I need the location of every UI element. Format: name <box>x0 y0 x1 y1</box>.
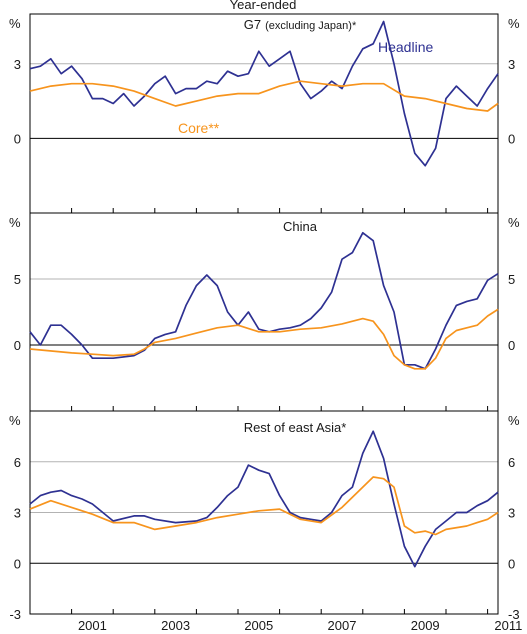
x-tick-labels: 2001 2003 2005 2007 2009 2011 <box>78 618 522 633</box>
x-tick-label: 2007 <box>328 618 357 633</box>
x-tick-label: 2009 <box>411 618 440 633</box>
china-title: China <box>283 219 318 234</box>
east-asia-ytick-label-left: 0 <box>14 556 21 571</box>
g7-title-main: G7 <box>244 17 261 32</box>
china-unit-label-left: % <box>9 215 21 230</box>
china-ytick-label-left: 0 <box>14 338 21 353</box>
east-asia-ytick-label-right: 3 <box>508 506 515 521</box>
g7-ytick-label-right: 0 <box>508 131 515 146</box>
g7-panel: % % 3 3 0 0 <box>9 13 520 214</box>
east-asia-title: Rest of east Asia* <box>244 420 347 435</box>
g7-ytick-label-right: 3 <box>508 57 515 72</box>
g7-core-line <box>29 80 499 112</box>
legend-headline-label: Headline <box>378 39 433 55</box>
g7-ytick-label-left: 3 <box>14 57 21 72</box>
g7-title: G7 (excluding Japan)* <box>244 17 357 32</box>
east-asia-unit-label-right: % <box>508 413 520 428</box>
china-core-line <box>29 308 499 370</box>
china-unit-label-right: % <box>508 215 520 230</box>
east-asia-headline-line <box>29 430 499 568</box>
east-asia-ytick-label-right: 6 <box>508 455 515 470</box>
x-tick-label: 2001 <box>78 618 107 633</box>
east-asia-panel: % % 6 6 3 3 0 0 -3 -3 <box>9 410 520 622</box>
china-ytick-label-right: 0 <box>508 338 515 353</box>
east-asia-ytick-label-left: 3 <box>14 506 21 521</box>
east-asia-ytick-label-right: 0 <box>508 556 515 571</box>
g7-title-paren: (excluding Japan)* <box>265 20 357 32</box>
g7-ytick-label-left: 0 <box>14 131 21 146</box>
east-asia-ytick-label-left: -3 <box>9 607 21 622</box>
header-text: Year-ended <box>230 0 297 12</box>
g7-headline-line <box>29 20 499 167</box>
china-frame <box>29 212 499 412</box>
legend-core-label: Core** <box>178 120 220 136</box>
china-ytick-label-left: 5 <box>14 272 21 287</box>
east-asia-ytick-label-right: -3 <box>508 607 520 622</box>
panels: % % 3 3 0 0% % 5 5 0 0% % 6 6 3 3 0 0 -3 -3 <box>9 13 520 622</box>
x-tick-label: 2005 <box>244 618 273 633</box>
east-asia-ytick-label-left: 6 <box>14 455 21 470</box>
china-headline-line <box>29 231 499 370</box>
g7-unit-label-left: % <box>9 16 21 31</box>
g7-unit-label-right: % <box>508 16 520 31</box>
china-panel: % % 5 5 0 0 <box>9 212 520 412</box>
east-asia-core-line <box>29 476 499 536</box>
x-tick-label: 2003 <box>161 618 190 633</box>
east-asia-unit-label-left: % <box>9 413 21 428</box>
china-ytick-label-right: 5 <box>508 272 515 287</box>
x-tick-label: 2011 <box>494 618 522 633</box>
